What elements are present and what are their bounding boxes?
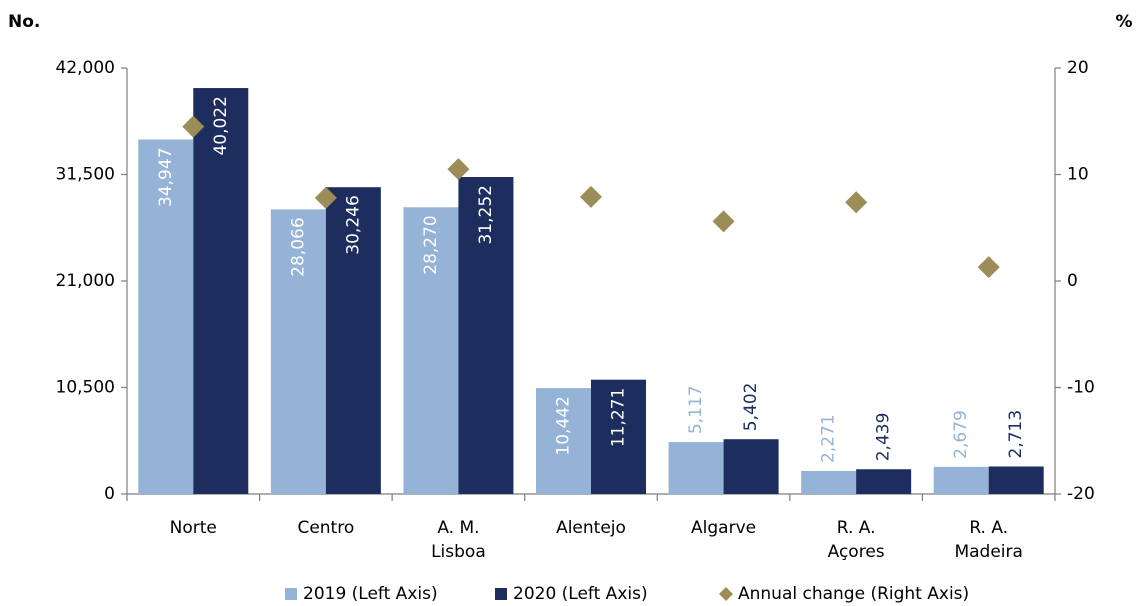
x-tick-label: Norte [170, 518, 217, 538]
y2-axis-label: % [1115, 12, 1132, 32]
marker [845, 191, 868, 214]
y2-tick-label: -20 [1067, 484, 1095, 504]
x-tick-label: R. A. Açores [828, 518, 885, 562]
marker [977, 256, 1000, 279]
bar [325, 187, 381, 494]
bar [856, 469, 912, 494]
bar [270, 209, 326, 494]
data-label: 30,246 [343, 195, 363, 254]
legend-label: 2020 (Left Axis) [513, 584, 648, 604]
data-label: 5,402 [741, 383, 761, 432]
bar [933, 466, 989, 494]
bar [591, 379, 646, 494]
y-tick-label: 42,000 [56, 58, 115, 78]
marker [182, 115, 205, 138]
legend-label: 2019 (Left Axis) [303, 584, 438, 604]
legend-label: Annual change (Right Axis) [738, 584, 969, 604]
legend-marker [285, 588, 297, 600]
y2-tick-label: 10 [1067, 165, 1089, 185]
y2-tick-label: 20 [1067, 58, 1089, 78]
y-axis-label: No. [8, 12, 40, 32]
bar [801, 470, 857, 494]
data-label: 28,066 [288, 217, 308, 276]
bar [536, 388, 591, 494]
bar [193, 88, 249, 495]
bar [403, 207, 459, 495]
legend-marker [495, 588, 507, 600]
y2-tick-label: 0 [1067, 271, 1078, 291]
marker [712, 210, 735, 233]
data-label: 11,271 [609, 388, 629, 447]
x-tick-label: R. A. Madeira [954, 518, 1022, 562]
x-tick-label: Alentejo [556, 518, 626, 538]
data-label: 10,442 [554, 396, 574, 455]
y-tick-label: 31,500 [56, 165, 115, 185]
data-label: 31,252 [476, 185, 496, 244]
x-tick-label: Centro [297, 518, 354, 538]
bar [723, 439, 779, 494]
bar [988, 466, 1044, 494]
legend-marker [719, 587, 733, 601]
y-tick-label: 0 [104, 484, 115, 504]
marker [580, 185, 602, 208]
bar [668, 442, 724, 494]
x-tick-label: A. M. Lisboa [431, 518, 486, 562]
y-tick-label: 10,500 [56, 378, 115, 398]
data-label: 28,270 [421, 215, 441, 274]
data-label: 34,947 [156, 148, 176, 207]
data-label: 5,117 [686, 385, 706, 434]
bar [458, 177, 514, 494]
x-tick-label: Algarve [691, 518, 756, 538]
marker [314, 186, 337, 209]
data-label: 2,713 [1006, 410, 1026, 459]
marker [447, 158, 470, 181]
bar [138, 139, 194, 494]
y2-tick-label: -10 [1067, 378, 1095, 398]
data-label: 2,679 [951, 410, 971, 459]
data-label: 2,271 [819, 414, 839, 463]
data-label: 2,439 [874, 413, 894, 462]
data-label: 40,022 [211, 96, 231, 155]
y-tick-label: 21,000 [56, 271, 115, 291]
